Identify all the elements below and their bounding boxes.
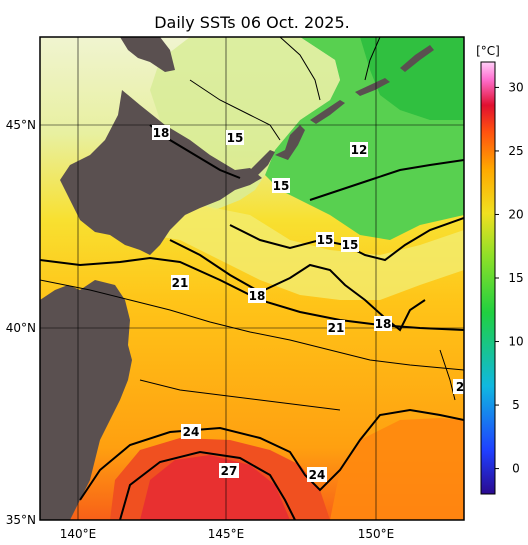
latitude-axis: 45°N 40°N 35°N bbox=[6, 118, 36, 527]
map-frame bbox=[39, 36, 465, 521]
coldest-water-region bbox=[360, 37, 464, 120]
contour-label-15-a: 15 bbox=[226, 130, 244, 145]
land-honshu bbox=[40, 280, 132, 520]
contour-label-group: 18 15 15 12 15 15 15 21 18 21 18 2 24 27… bbox=[152, 125, 464, 482]
contour-label-21-a: 21 bbox=[171, 275, 189, 290]
land-kuril-4 bbox=[355, 78, 390, 96]
isotherm-27 bbox=[119, 450, 296, 520]
lon-tick-145: 145°E bbox=[208, 527, 245, 541]
isotherm-minor-4 bbox=[279, 37, 321, 101]
isotherm-18 bbox=[169, 239, 426, 332]
svg-text:15: 15 bbox=[273, 179, 290, 193]
hot-core-region bbox=[140, 455, 290, 520]
land-kuril-2 bbox=[250, 150, 275, 175]
contour-label-2: 2 bbox=[453, 379, 464, 394]
isotherm-24 bbox=[79, 408, 464, 501]
contour-label-15-c: 15 bbox=[316, 232, 334, 247]
lon-tick-150: 150°E bbox=[358, 527, 395, 541]
graticule bbox=[40, 37, 464, 520]
contour-label-27: 27 bbox=[219, 463, 239, 478]
colorbar-tick-label: 25 bbox=[508, 144, 523, 158]
svg-text:12: 12 bbox=[351, 143, 368, 157]
isotherm-minor-3 bbox=[189, 79, 281, 141]
colorbar-scale bbox=[480, 61, 496, 495]
map-title: Daily SSTs 06 Oct. 2025. bbox=[154, 13, 350, 32]
colorbar-tick-label: 5 bbox=[512, 398, 520, 412]
colorbar-tick-label: 30 bbox=[508, 80, 523, 94]
svg-text:15: 15 bbox=[227, 131, 244, 145]
svg-text:24: 24 bbox=[183, 425, 200, 439]
svg-text:18: 18 bbox=[249, 289, 266, 303]
lat-tick-45: 45°N bbox=[6, 118, 36, 132]
lat-tick-40: 40°N bbox=[6, 321, 36, 335]
longitude-axis: 140°E 145°E 150°E bbox=[60, 527, 395, 541]
svg-text:18: 18 bbox=[375, 317, 392, 331]
contour-label-18-a: 18 bbox=[152, 125, 170, 140]
map-area: 18 15 15 12 15 15 15 21 18 21 18 2 24 27… bbox=[40, 37, 464, 520]
lon-tick-140: 140°E bbox=[60, 527, 97, 541]
contour-label-12: 12 bbox=[350, 142, 368, 157]
svg-text:18: 18 bbox=[153, 126, 170, 140]
colorbar-tick-label: 15 bbox=[508, 271, 523, 285]
contour-label-21-b: 21 bbox=[327, 320, 345, 335]
lat-tick-35: 35°N bbox=[6, 513, 36, 527]
isotherm-minor-5 bbox=[364, 37, 381, 81]
svg-text:21: 21 bbox=[328, 321, 345, 335]
contour-label-24-a: 24 bbox=[181, 424, 201, 439]
contour-label-15-d: 15 bbox=[341, 237, 359, 252]
contour-label-15-b: 15 bbox=[272, 178, 290, 193]
land-kuril-5 bbox=[400, 45, 434, 72]
land-sakhalin bbox=[120, 37, 175, 72]
contour-label-24-b: 24 bbox=[307, 467, 327, 482]
contour-label-18-c: 18 bbox=[374, 316, 392, 331]
colorbar-ticks: 30 25 20 15 10 5 0 bbox=[495, 80, 524, 476]
land-kuril-3 bbox=[310, 100, 345, 124]
svg-text:2: 2 bbox=[456, 380, 464, 394]
isotherm-minor-2 bbox=[139, 379, 341, 411]
svg-text:21: 21 bbox=[172, 276, 189, 290]
colorbar-tick-label: 20 bbox=[508, 207, 523, 221]
land-hokkaido bbox=[60, 90, 262, 255]
svg-text:24: 24 bbox=[309, 468, 326, 482]
land-masses bbox=[40, 37, 434, 520]
contour-label-18-b: 18 bbox=[248, 288, 266, 303]
isotherm-minor-1 bbox=[40, 279, 464, 371]
land-kuril-1 bbox=[275, 125, 305, 160]
warm-transition-band bbox=[150, 205, 464, 300]
isotherm-12 bbox=[309, 159, 464, 201]
colorbar-unit: [°C] bbox=[476, 44, 500, 58]
warm-se-region bbox=[330, 418, 464, 520]
colorbar-tick-label: 0 bbox=[512, 462, 520, 476]
svg-text:15: 15 bbox=[342, 238, 359, 252]
svg-text:15: 15 bbox=[317, 233, 334, 247]
colorbar-tick-label: 10 bbox=[508, 335, 523, 349]
svg-text:27: 27 bbox=[221, 464, 238, 478]
colorbar: [°C] 30 25 20 15 10 5 0 bbox=[476, 44, 524, 495]
